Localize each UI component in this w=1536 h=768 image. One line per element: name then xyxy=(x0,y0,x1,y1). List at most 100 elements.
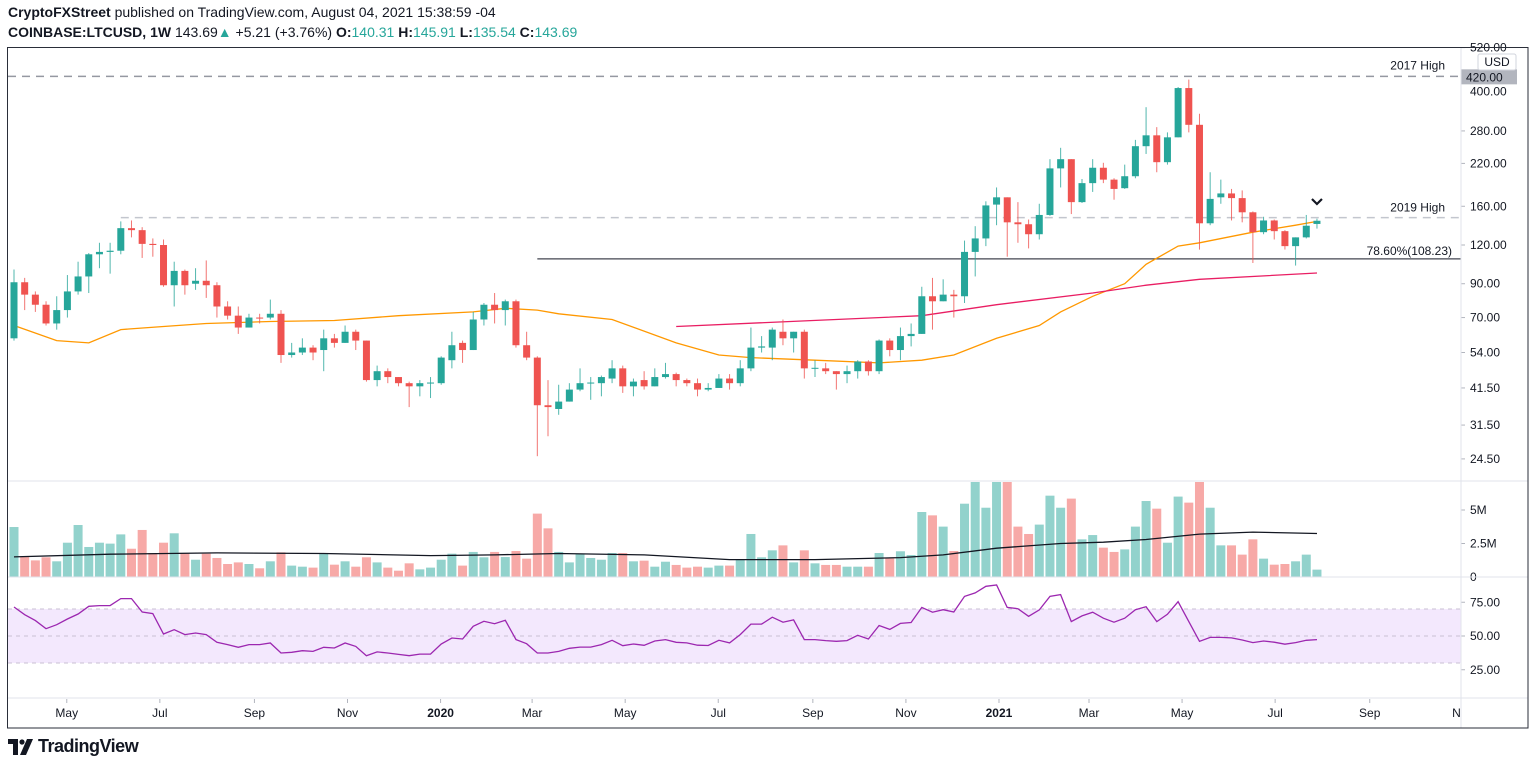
candle[interactable] xyxy=(1185,79,1193,133)
volume-bar[interactable] xyxy=(564,562,574,577)
volume-bar[interactable] xyxy=(233,562,243,577)
volume-bar[interactable] xyxy=(607,553,617,577)
candle[interactable] xyxy=(832,371,840,390)
candle[interactable] xyxy=(106,242,114,274)
volume-bar[interactable] xyxy=(479,557,489,577)
volume-bar[interactable] xyxy=(1227,545,1237,577)
candle[interactable] xyxy=(619,365,627,393)
candle[interactable] xyxy=(437,356,445,385)
candle[interactable] xyxy=(822,362,830,375)
volume-bar[interactable] xyxy=(586,557,596,577)
volume-bar[interactable] xyxy=(9,527,19,577)
volume-bar[interactable] xyxy=(319,553,329,577)
candle[interactable] xyxy=(715,374,723,388)
volume-bar[interactable] xyxy=(682,567,692,577)
volume-bar[interactable] xyxy=(799,550,809,577)
volume-bar[interactable] xyxy=(671,564,681,577)
candle[interactable] xyxy=(1260,216,1268,235)
candle[interactable] xyxy=(21,277,29,311)
volume-bar[interactable] xyxy=(1109,551,1119,577)
candle[interactable] xyxy=(683,378,691,387)
candle[interactable] xyxy=(1153,127,1161,173)
volume-bar[interactable] xyxy=(906,555,916,577)
candle[interactable] xyxy=(661,362,669,379)
volume-bar[interactable] xyxy=(20,556,30,577)
candle[interactable] xyxy=(544,380,552,437)
candle[interactable] xyxy=(1025,219,1033,249)
volume-bar[interactable] xyxy=(1077,539,1087,577)
volume-bar[interactable] xyxy=(693,566,703,577)
volume-bar[interactable] xyxy=(500,557,510,577)
candle[interactable] xyxy=(694,378,702,397)
volume-bar[interactable] xyxy=(543,528,553,577)
volume-bar[interactable] xyxy=(1130,526,1140,577)
candle[interactable] xyxy=(202,260,210,298)
candle[interactable] xyxy=(1035,203,1043,240)
volume-bar[interactable] xyxy=(329,564,339,577)
candle[interactable] xyxy=(352,329,360,351)
volume-bar[interactable] xyxy=(436,559,446,577)
candle[interactable] xyxy=(1217,179,1225,204)
volume-bar[interactable] xyxy=(1184,502,1194,577)
volume-bar[interactable] xyxy=(265,561,275,577)
candle[interactable] xyxy=(918,286,926,334)
volume-bar[interactable] xyxy=(212,557,222,577)
candle[interactable] xyxy=(1313,218,1321,229)
candle[interactable] xyxy=(843,365,851,384)
candle[interactable] xyxy=(1195,113,1203,250)
volume-bar[interactable] xyxy=(1269,564,1279,577)
candle[interactable] xyxy=(245,313,253,328)
volume-bar[interactable] xyxy=(126,548,136,577)
volume-bar[interactable] xyxy=(981,507,991,577)
volume-bar[interactable] xyxy=(1194,477,1204,578)
volume-bar[interactable] xyxy=(297,566,307,577)
volume-bar[interactable] xyxy=(191,559,201,577)
candle[interactable] xyxy=(149,238,157,257)
volume-bar[interactable] xyxy=(276,552,286,577)
volume-bar[interactable] xyxy=(223,564,233,577)
volume-bar[interactable] xyxy=(1259,558,1269,577)
candle[interactable] xyxy=(384,368,392,384)
candle[interactable] xyxy=(726,374,734,390)
candle[interactable] xyxy=(1270,219,1278,240)
volume-bar[interactable] xyxy=(372,562,382,577)
volume-bar[interactable] xyxy=(714,565,724,577)
volume-bar[interactable] xyxy=(1152,508,1162,577)
candle[interactable] xyxy=(1228,188,1236,221)
candle[interactable] xyxy=(266,299,274,320)
volume-bar[interactable] xyxy=(853,566,863,577)
volume-bar[interactable] xyxy=(490,551,500,577)
volume-bar[interactable] xyxy=(1280,564,1290,577)
time-axis[interactable]: May Jul Sep Nov 2020 Mar May Jul Sep Nov 2021 Mar Ma… xyxy=(55,699,1473,720)
candle[interactable] xyxy=(459,340,467,363)
candle[interactable] xyxy=(1238,190,1246,223)
candle[interactable] xyxy=(1046,159,1054,216)
candle[interactable] xyxy=(864,360,872,376)
volume-bar[interactable] xyxy=(927,515,937,577)
volume-bar[interactable] xyxy=(628,561,638,577)
volume-bar[interactable] xyxy=(703,567,713,577)
volume-bar[interactable] xyxy=(522,558,532,577)
candle[interactable] xyxy=(565,383,573,402)
volume-bar[interactable] xyxy=(244,564,254,577)
candle[interactable] xyxy=(427,377,435,399)
candle[interactable] xyxy=(1057,147,1065,188)
candle[interactable] xyxy=(416,380,424,397)
candle[interactable] xyxy=(1110,178,1118,200)
volume-bar[interactable] xyxy=(458,565,468,577)
candle[interactable] xyxy=(907,323,915,347)
candle[interactable] xyxy=(1206,172,1214,226)
candle[interactable] xyxy=(1078,178,1086,203)
volume-bar[interactable] xyxy=(1120,549,1130,577)
volume-bar[interactable] xyxy=(1162,542,1172,577)
candle[interactable] xyxy=(341,325,349,343)
candle[interactable] xyxy=(362,340,370,382)
candle[interactable] xyxy=(1302,214,1310,239)
volume-bar[interactable] xyxy=(831,564,841,577)
candle[interactable] xyxy=(1292,237,1300,266)
candle[interactable] xyxy=(768,327,776,361)
volume-bar[interactable] xyxy=(1045,495,1055,577)
candle[interactable] xyxy=(234,306,242,334)
volume-bar[interactable] xyxy=(169,533,179,577)
volume-bar[interactable] xyxy=(84,546,94,577)
